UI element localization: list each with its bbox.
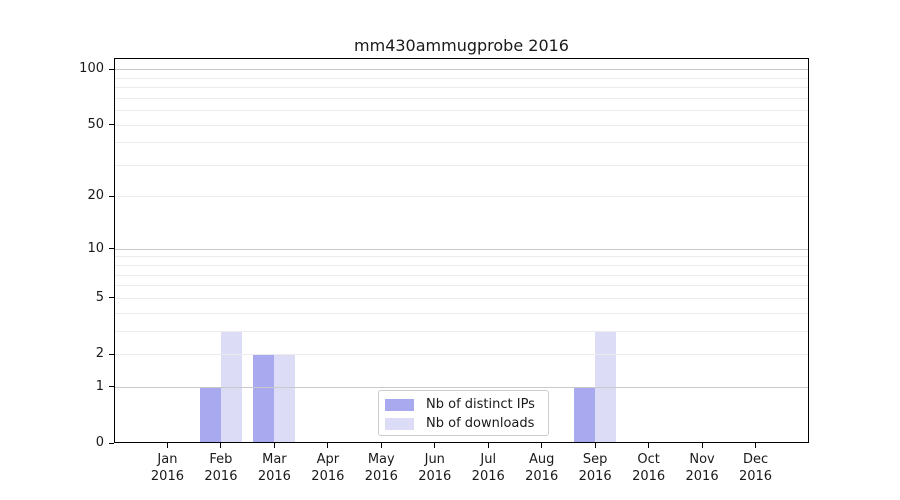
x-tick-label: Oct 2016	[632, 452, 666, 484]
x-tick-mark	[327, 443, 329, 448]
gridline-minor	[115, 77, 808, 79]
gridline-minor	[115, 142, 808, 144]
x-tick-label: Aug 2016	[525, 452, 559, 484]
gridline-minor	[115, 164, 808, 166]
legend-label-distinct-ips: Nb of distinct IPs	[426, 397, 535, 412]
gridline-minor	[115, 196, 808, 198]
gridline-minor	[115, 110, 808, 112]
y-tick-mark	[109, 248, 114, 250]
gridline-minor	[115, 124, 808, 126]
x-tick-mark	[541, 443, 543, 448]
bar-downloads	[220, 330, 242, 442]
x-tick-mark	[487, 443, 489, 448]
x-tick-mark	[273, 443, 275, 448]
gridline-minor	[115, 265, 808, 267]
x-tick-label: Mar 2016	[257, 452, 291, 484]
legend-item-distinct-ips: Nb of distinct IPs	[385, 395, 542, 414]
x-tick-mark	[701, 443, 703, 448]
bar-downloads	[274, 354, 296, 442]
y-tick-mark	[109, 68, 114, 70]
x-tick-mark	[220, 443, 222, 448]
x-tick-label: Apr 2016	[311, 452, 345, 484]
bar-distinct-ips	[574, 386, 596, 442]
x-tick-mark	[594, 443, 596, 448]
legend-item-downloads: Nb of downloads	[385, 414, 542, 433]
x-tick-label: Jun 2016	[418, 452, 452, 484]
x-tick-label: Nov 2016	[685, 452, 719, 484]
bar-distinct-ips	[199, 386, 221, 442]
gridline-minor	[115, 354, 808, 355]
y-tick-mark	[109, 124, 114, 126]
gridline-major	[115, 248, 808, 250]
gridline-minor	[115, 285, 808, 287]
gridline-minor	[115, 312, 808, 314]
x-tick-label: Feb 2016	[204, 452, 238, 484]
legend-swatch-downloads	[385, 417, 414, 430]
gridline-minor	[115, 87, 808, 89]
y-tick-label: 2	[95, 346, 104, 361]
legend: Nb of distinct IPs Nb of downloads	[378, 390, 549, 436]
gridline-minor	[115, 97, 808, 99]
x-tick-mark	[434, 443, 436, 448]
y-tick-mark	[109, 353, 114, 355]
x-tick-label: Dec 2016	[738, 452, 773, 484]
plot-area	[114, 58, 809, 443]
bar-distinct-ips	[253, 354, 275, 442]
gridline-major	[115, 386, 808, 388]
y-tick-mark	[109, 386, 114, 388]
gridline-minor	[115, 256, 808, 258]
y-tick-label: 1	[95, 378, 104, 394]
x-tick-mark	[755, 443, 757, 448]
y-tick-mark	[109, 442, 114, 444]
y-tick-label: 10	[87, 240, 104, 256]
x-tick-mark	[648, 443, 650, 448]
y-tick-label: 0	[95, 435, 104, 450]
gridline-major	[115, 69, 808, 71]
bar-downloads	[595, 330, 617, 442]
gridline-minor	[115, 274, 808, 276]
y-tick-label: 5	[95, 289, 104, 305]
legend-label-downloads: Nb of downloads	[426, 416, 535, 431]
y-tick-label: 50	[87, 116, 104, 132]
y-tick-label: 100	[79, 61, 104, 77]
gridline-minor	[115, 330, 808, 332]
x-tick-label: Jul 2016	[471, 452, 505, 484]
y-tick-label: 20	[87, 188, 104, 204]
x-tick-label: Jan 2016	[150, 452, 184, 484]
y-tick-mark	[109, 297, 114, 299]
chart-title: mm430ammugprobe 2016	[354, 36, 569, 55]
x-tick-mark	[380, 443, 382, 448]
x-tick-mark	[166, 443, 168, 448]
x-tick-label: Sep 2016	[578, 452, 612, 484]
y-tick-mark	[109, 195, 114, 197]
x-tick-label: May 2016	[364, 452, 398, 484]
legend-swatch-distinct-ips	[385, 398, 414, 411]
gridline-minor	[115, 297, 808, 299]
